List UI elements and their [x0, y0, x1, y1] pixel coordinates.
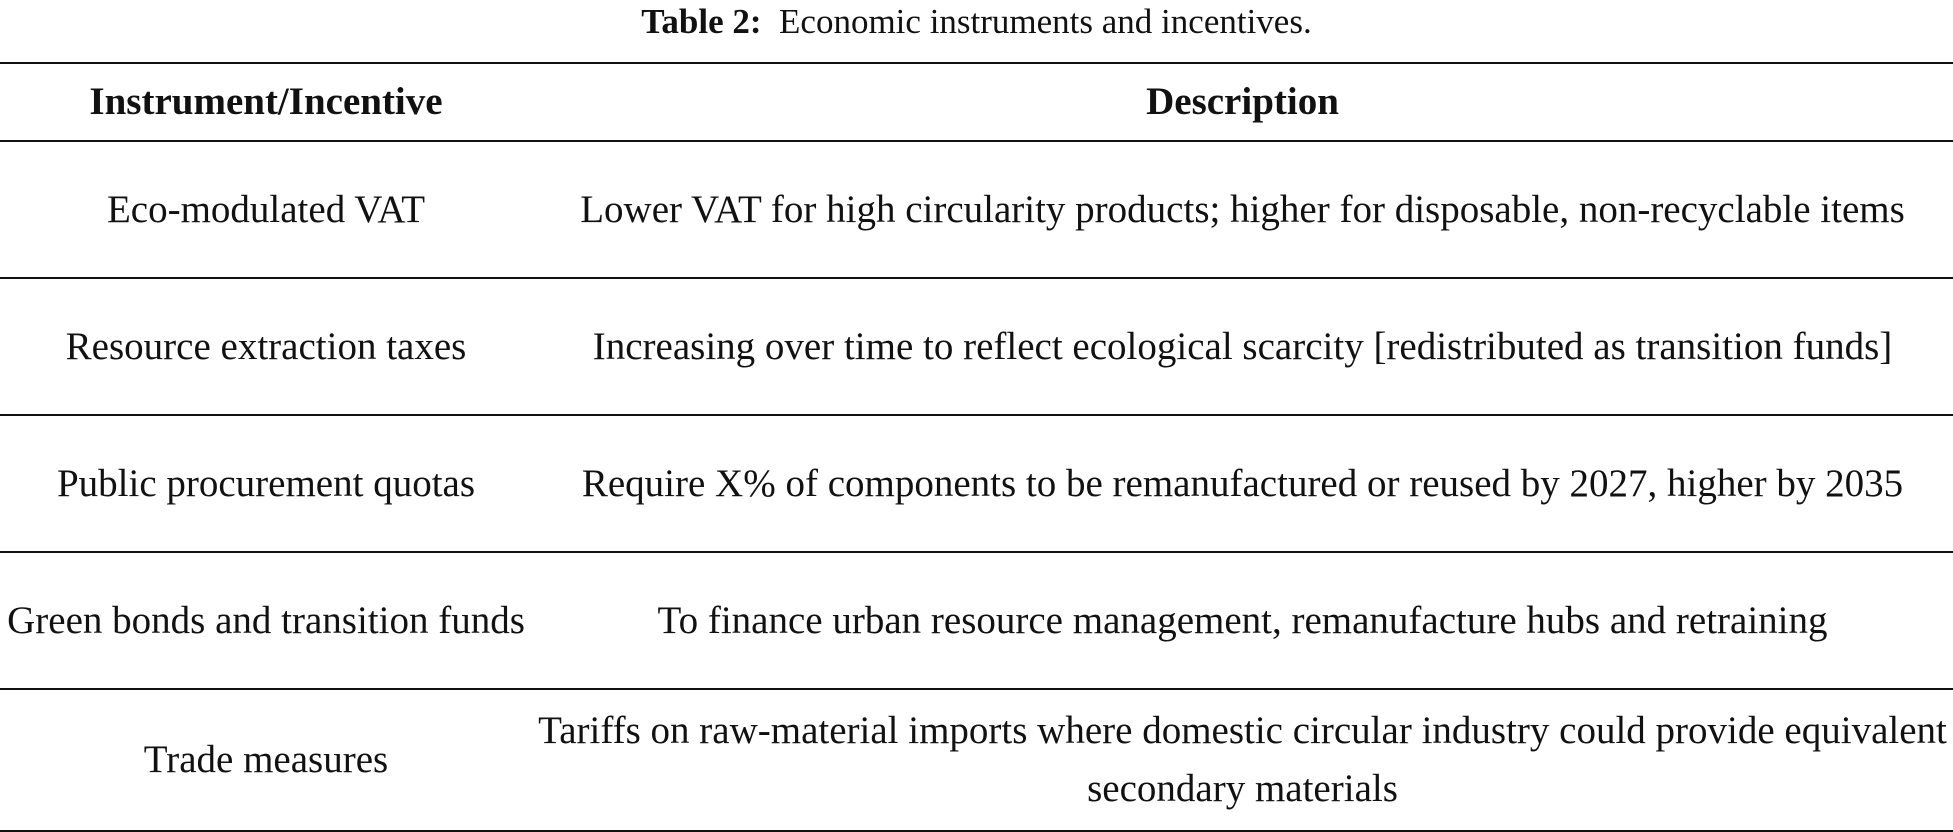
description-cell: Increasing over time to reflect ecologic… [592, 324, 1893, 368]
instruments-table: Instrument/Incentive Description Eco-mod… [0, 62, 1953, 832]
header-description: Description [1146, 80, 1339, 123]
header-instrument: Instrument/Incentive [89, 80, 443, 123]
table-row: Public procurement quotas Require X% of … [0, 415, 1953, 552]
description-cell: To finance urban resource management, re… [657, 598, 1828, 642]
table-row: Trade measures Tariffs on raw-material i… [0, 689, 1953, 831]
table-caption: Table 2: Economic instruments and incent… [0, 2, 1953, 42]
instrument-cell: Green bonds and transition funds [7, 598, 525, 642]
table-row: Green bonds and transition funds To fina… [0, 552, 1953, 689]
instrument-cell: Trade measures [143, 738, 389, 781]
header-row: Instrument/Incentive Description [0, 63, 1953, 141]
description-cell: Require X% of components to be remanufac… [581, 461, 1904, 505]
caption-label: Table 2: [641, 2, 762, 41]
description-cell: Lower VAT for high circularity products;… [580, 187, 1905, 231]
description-cell: Tariffs on raw-material imports where do… [538, 709, 1947, 810]
caption-text: Economic instruments and incentives. [779, 2, 1312, 41]
instrument-cell: Public procurement quotas [56, 461, 476, 505]
table-row: Resource extraction taxes Increasing ove… [0, 278, 1953, 415]
instrument-cell: Resource extraction taxes [65, 324, 467, 368]
instrument-cell: Eco-modulated VAT [106, 187, 426, 231]
table-row: Eco-modulated VAT Lower VAT for high cir… [0, 141, 1953, 278]
